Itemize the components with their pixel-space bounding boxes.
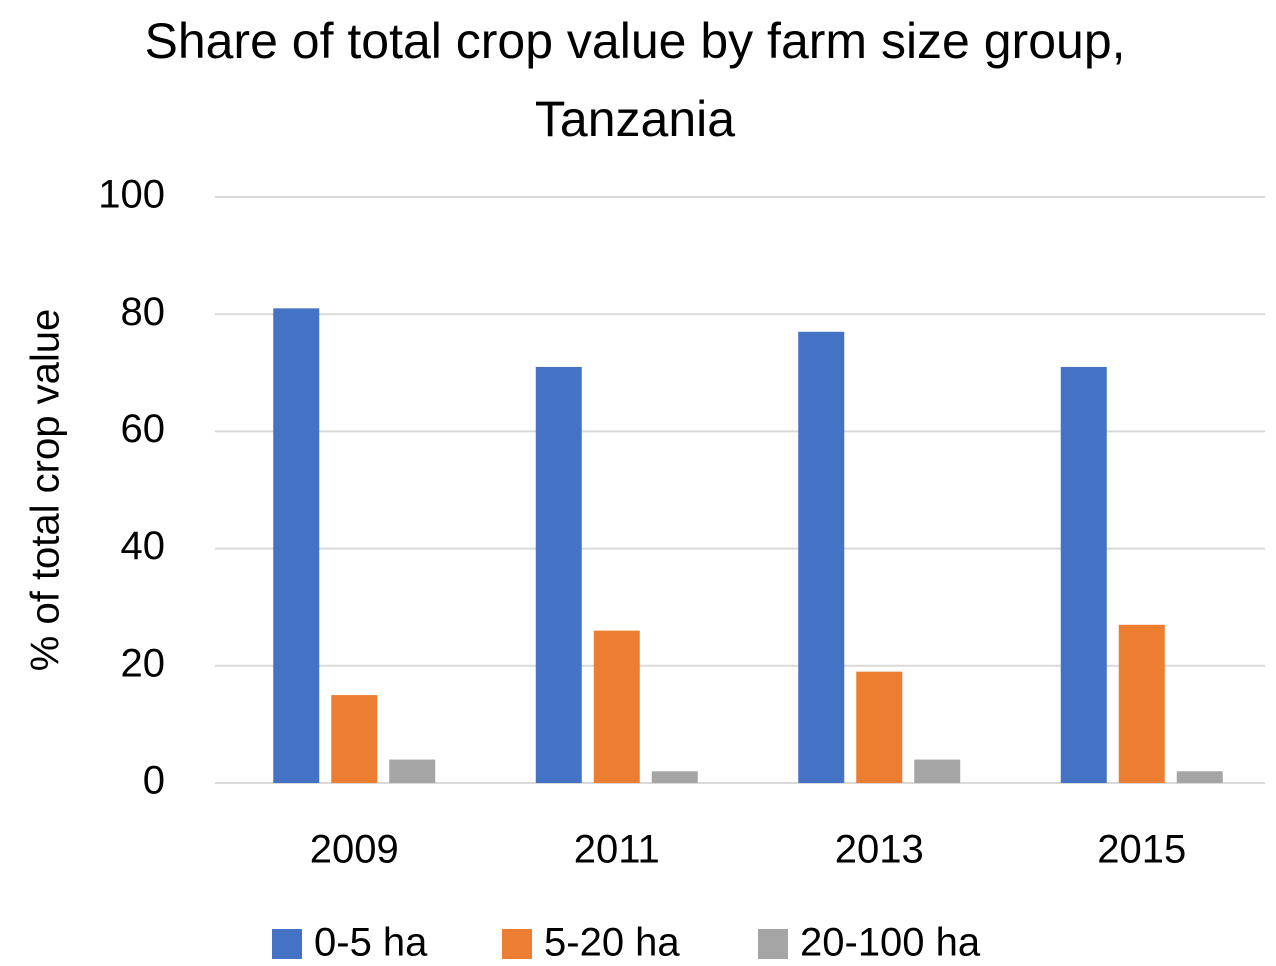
legend-label: 5-20 ha — [544, 921, 680, 965]
bar — [856, 671, 903, 783]
legend-swatch — [272, 929, 302, 959]
bar — [389, 759, 436, 783]
legend-swatch — [758, 929, 788, 959]
y-axis-label: % of total crop value — [24, 309, 68, 671]
legend-label: 20-100 ha — [800, 921, 981, 965]
y-tick-label: 40 — [121, 524, 166, 568]
bar — [1176, 771, 1223, 783]
y-tick-label: 0 — [143, 759, 165, 803]
bar — [914, 759, 961, 783]
y-tick-label: 80 — [121, 290, 166, 334]
bar — [273, 308, 320, 783]
x-tick-label: 2009 — [310, 828, 399, 872]
x-tick-label: 2015 — [1097, 828, 1186, 872]
bar — [593, 630, 640, 783]
bar — [331, 695, 378, 783]
bar — [1118, 624, 1165, 783]
y-tick-label: 20 — [121, 641, 166, 685]
legend-label: 0-5 ha — [314, 921, 428, 965]
y-tick-label: 100 — [98, 173, 165, 217]
bar — [651, 771, 698, 783]
legend-swatch — [502, 929, 532, 959]
x-tick-label: 2011 — [574, 828, 660, 872]
bar — [535, 366, 582, 783]
bar — [798, 331, 845, 783]
chart-title: Share of total crop value by farm size g… — [144, 13, 1126, 147]
bar — [1060, 366, 1107, 783]
x-tick-label: 2013 — [835, 828, 924, 872]
y-tick-label: 60 — [121, 407, 166, 451]
